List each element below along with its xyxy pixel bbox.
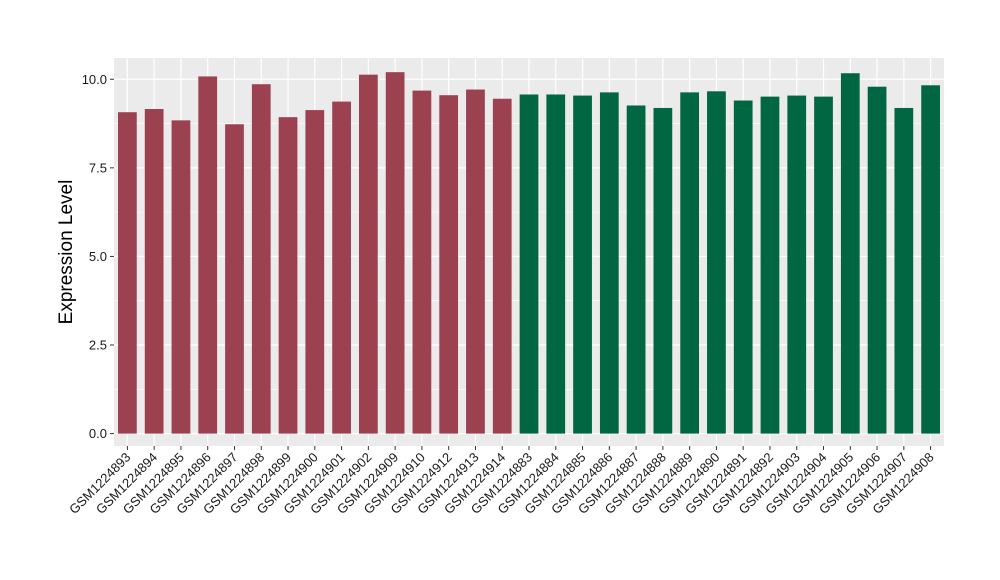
bar-gsm1224914 bbox=[492, 98, 512, 434]
bar-gsm1224895 bbox=[171, 120, 191, 434]
bar-gsm1224896 bbox=[198, 76, 218, 434]
bar-gsm1224890 bbox=[707, 91, 726, 434]
bar-gsm1224901 bbox=[332, 101, 351, 434]
bar-gsm1224908 bbox=[921, 85, 940, 434]
bar-gsm1224897 bbox=[225, 124, 244, 434]
bar-gsm1224904 bbox=[814, 96, 833, 434]
bar-gsm1224894 bbox=[144, 109, 164, 434]
bar-gsm1224912 bbox=[439, 95, 459, 434]
bar-gsm1224898 bbox=[251, 84, 271, 434]
bar-gsm1224884 bbox=[546, 94, 566, 434]
bar-gsm1224913 bbox=[466, 89, 485, 434]
bar-gsm1224887 bbox=[626, 105, 646, 434]
y-tick-label: 7.5 bbox=[89, 160, 107, 175]
bar-gsm1224883 bbox=[519, 94, 539, 434]
y-axis-title: Expression Level bbox=[56, 180, 77, 325]
y-axis: 0.0 2.5 5.0 7.5 10.0 bbox=[82, 72, 114, 441]
bar-gsm1224886 bbox=[599, 92, 619, 434]
bar-gsm1224891 bbox=[733, 100, 753, 434]
bar-gsm1224905 bbox=[840, 73, 860, 434]
bar-gsm1224909 bbox=[385, 72, 405, 434]
bar-gsm1224907 bbox=[894, 107, 914, 434]
bar-gsm1224906 bbox=[867, 86, 887, 434]
bar-gsm1224885 bbox=[573, 95, 592, 434]
bar-gsm1224910 bbox=[412, 90, 432, 434]
bar-gsm1224902 bbox=[358, 74, 378, 434]
bar-gsm1224889 bbox=[680, 92, 700, 434]
bar-gsm1224892 bbox=[760, 96, 780, 434]
bar-gsm1224893 bbox=[118, 112, 137, 434]
bar-gsm1224903 bbox=[787, 95, 807, 434]
bar-gsm1224899 bbox=[278, 117, 298, 434]
bars bbox=[118, 72, 940, 434]
y-tick-label: 0.0 bbox=[89, 426, 107, 441]
x-axis: GSM1224893GSM1224894GSM1224895GSM1224896… bbox=[66, 446, 937, 517]
bar-gsm1224900 bbox=[305, 110, 325, 434]
y-tick-label: 10.0 bbox=[82, 72, 107, 87]
y-tick-label: 2.5 bbox=[89, 338, 107, 353]
bar-gsm1224888 bbox=[653, 107, 673, 434]
y-tick-label: 5.0 bbox=[89, 249, 107, 264]
